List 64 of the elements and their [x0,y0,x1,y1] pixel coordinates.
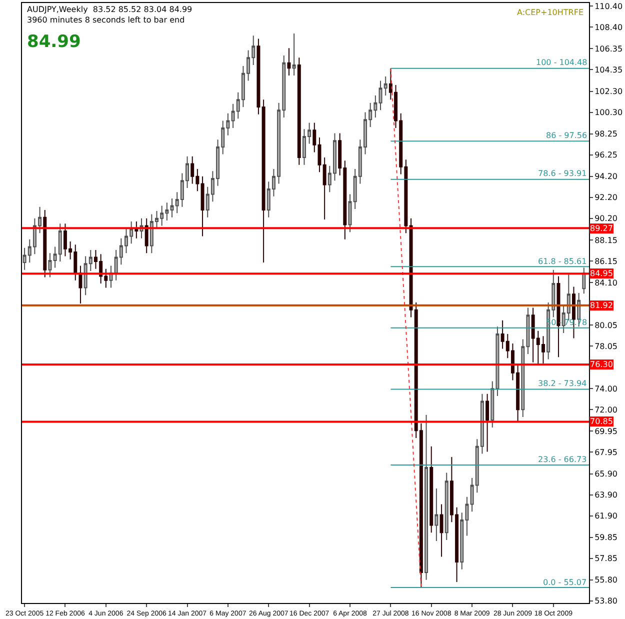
candlestick [134,221,138,239]
ref-line-label: 76.30 [590,360,613,369]
candlestick [144,218,148,254]
candlestick [582,267,586,294]
candlestick [287,48,291,76]
y-tick-label: 86.15 [594,256,618,266]
y-tick-label: 104.35 [594,66,623,75]
y-tick-label: 102.30 [594,87,623,96]
y-tick-label: 61.90 [594,512,618,521]
annotation: A:CEP+10HTRFE [517,8,584,17]
y-tick-label: 110.40 [594,2,623,11]
series-label: 61.8 - 85.61 [538,257,587,266]
candlestick [78,265,82,304]
y-tick-label: 67.95 [594,448,618,458]
candlestick [262,99,266,264]
y-tick-label: 53.80 [594,596,618,606]
candlestick [297,57,301,166]
y-tick-label: 106.35 [594,44,623,54]
candlestick [322,156,326,220]
y-tick-label: 63.90 [594,490,618,500]
series-label: 100 - 104.48 [536,58,588,67]
candlestick [348,194,352,233]
series-label: 23.6 - 66.73 [538,455,587,464]
candlestick [43,210,47,278]
y-tick-label: 84.10 [594,278,618,288]
series-label: 0.0 - 55.07 [543,578,587,587]
candlestick [440,504,444,558]
y-tick-label: 92.20 [594,193,618,202]
ref-line-label: 84.95 [590,269,613,278]
candlestick [256,38,260,115]
y-tick-label: 88.15 [594,236,618,245]
candlestick [48,252,52,278]
y-tick-label: 57.85 [594,554,618,564]
y-tick-label: 90.20 [594,214,618,224]
y-tick-label: 59.85 [594,533,618,542]
candlestick [444,472,448,540]
y-tick-label: 100.30 [594,108,623,118]
y-tick-label: 65.90 [594,470,618,479]
series-label: 86 - 97.56 [546,131,588,140]
text: 3960 minutes 8 seconds left to bar end [27,15,185,24]
y-tick-label: 55.80 [594,576,618,585]
candlestick [434,488,438,542]
candlestick [556,276,560,358]
candlestick [486,393,490,452]
y-tick-label: 108.40 [594,22,623,32]
y-tick-label: 69.95 [594,427,618,436]
y-tick-label: 74.00 [594,384,618,394]
series-label: 78.6 - 93.91 [538,169,587,178]
y-tick-label: 80.05 [594,320,618,330]
candlestick [292,32,296,76]
y-tick-label: 94.20 [594,172,618,182]
chart-title: AUDJPY,Weekly 83.52 85.52 83.04 84.99 [27,5,192,14]
candlestick [424,414,428,580]
ref-line-label: 70.85 [590,417,613,426]
ref-line-label: 89.27 [590,224,613,233]
y-tick-label: 72.00 [594,405,618,414]
y-tick-label: 96.25 [594,150,618,160]
y-tick-label: 78.05 [594,342,618,351]
candlestick [430,446,434,534]
candlestick [200,176,204,237]
annotation: 84.99 [27,32,81,52]
ref-line-label: 81.92 [590,301,613,310]
series-label: 38.2 - 73.94 [538,379,587,388]
y-tick-label: 98.25 [594,130,618,139]
